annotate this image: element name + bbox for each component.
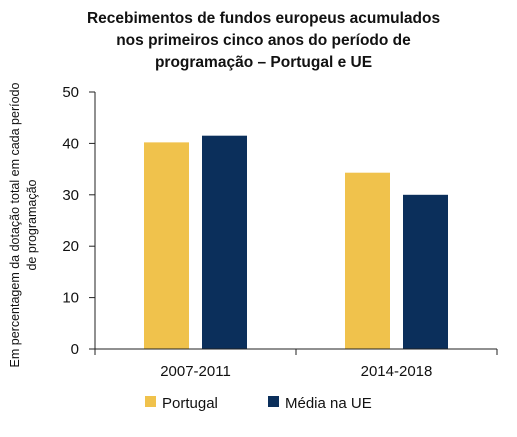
- chart-title-line-2: nos primeiros cinco anos do período de: [116, 32, 411, 49]
- y-tick-label: 10: [62, 290, 79, 307]
- chart-title: Recebimentos de fundos europeus acumulad…: [36, 8, 491, 74]
- y-tick-label: 30: [62, 187, 79, 204]
- legend: Portugal Média na UE: [145, 395, 372, 412]
- bar-portugal-2014-2018: [345, 172, 390, 349]
- bars: [144, 135, 448, 349]
- y-tick-label: 50: [62, 84, 79, 101]
- legend-label-media-ue: Média na UE: [285, 395, 372, 412]
- y-axis-label-line-1: Em percentagem da dotação total em cada …: [8, 83, 22, 368]
- bar-media-ue-2007-2011: [202, 135, 247, 349]
- chart-title-line-3: programação – Portugal e UE: [154, 54, 373, 71]
- x-axis: 2007-2011 2014-2018: [94, 348, 498, 380]
- y-tick-label: 0: [71, 341, 79, 358]
- y-tick-label: 40: [62, 135, 79, 152]
- y-axis-label: Em percentagem da dotação total em cada …: [8, 83, 39, 368]
- bar-media-ue-2014-2018: [403, 194, 448, 349]
- x-tick-label: 2014-2018: [361, 363, 433, 380]
- chart-title-line-1: Recebimentos de fundos europeus acumulad…: [86, 10, 441, 27]
- legend-swatch-portugal: [145, 396, 156, 407]
- legend-swatch-media-ue: [268, 396, 279, 407]
- y-tick-label: 20: [62, 238, 79, 255]
- bar-portugal-2007-2011: [144, 142, 189, 349]
- y-axis-label-line-2: de programação: [25, 179, 39, 270]
- x-tick-label: 2007-2011: [160, 363, 231, 380]
- legend-label-portugal: Portugal: [162, 395, 218, 412]
- y-ticks: 0 10 20 30 40 50: [62, 84, 96, 358]
